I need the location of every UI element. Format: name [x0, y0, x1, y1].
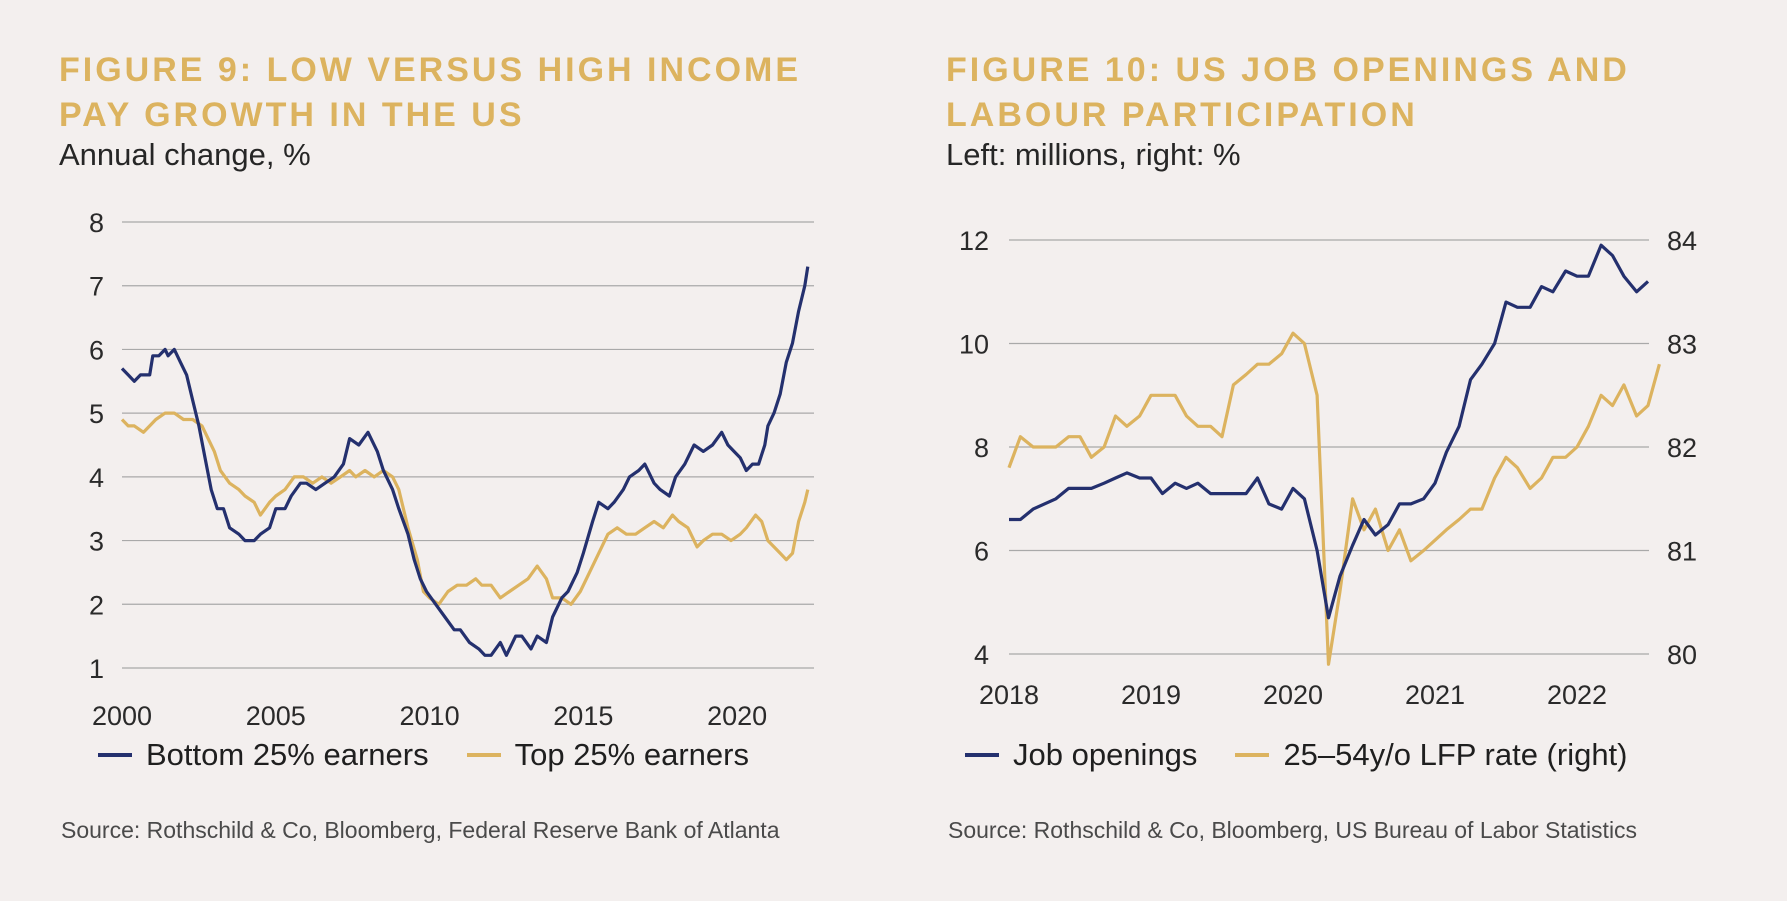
x-tick-label: 2005: [246, 701, 306, 731]
y-tick-label: 3: [89, 527, 104, 557]
x-tick-label: 2022: [1547, 680, 1607, 710]
x-tick-label: 2020: [707, 701, 767, 731]
y-tick-label-right: 81: [1667, 537, 1697, 567]
figure-9-panel: FIGURE 9: LOW VERSUS HIGH INCOME PAY GRO…: [0, 0, 870, 901]
y-tick-label: 1: [89, 654, 104, 684]
legend-label-job-openings: Job openings: [1013, 737, 1198, 772]
legend-item-job-openings: Job openings: [965, 737, 1197, 773]
figure-9-legend: Bottom 25% earners Top 25% earners: [98, 737, 787, 773]
y-tick-label-left: 12: [959, 226, 989, 256]
x-tick-label: 2010: [400, 701, 460, 731]
figure-10-legend: Job openings 25–54y/o LFP rate (right): [965, 737, 1666, 773]
y-tick-label-right: 82: [1667, 433, 1697, 463]
y-tick-label-right: 84: [1667, 226, 1697, 256]
x-tick-label: 2019: [1121, 680, 1181, 710]
figure-10-source: Source: Rothschild & Co, Bloomberg, US B…: [948, 817, 1638, 843]
y-tick-label-right: 83: [1667, 330, 1697, 360]
legend-swatch-navy: [965, 753, 999, 757]
x-tick-label: 2000: [92, 701, 152, 731]
y-tick-label-left: 10: [959, 330, 989, 360]
y-tick-label: 6: [89, 335, 104, 365]
y-tick-label: 4: [89, 463, 104, 493]
series-line-bottom-25: [120, 266, 810, 657]
legend-label-top-25: Top 25% earners: [514, 737, 749, 772]
y-tick-label-left: 4: [974, 640, 989, 670]
y-tick-label: 5: [89, 399, 104, 429]
y-tick-label-right: 80: [1667, 640, 1697, 670]
legend-item-top-25: Top 25% earners: [466, 737, 749, 773]
legend-swatch-navy: [98, 753, 132, 757]
figure-10-chart: 4 6 8 10 12 80 81 82 83 84 2018 2019 2020 2021 2022: [959, 226, 1697, 710]
legend-item-lfp-rate: 25–54y/o LFP rate (right): [1235, 737, 1628, 773]
legend-swatch-gold: [1235, 753, 1270, 757]
y-tick-label: 8: [89, 208, 104, 238]
y-tick-label: 7: [89, 272, 104, 302]
x-tick-label: 2015: [553, 701, 613, 731]
x-tick-label: 2020: [1263, 680, 1323, 710]
series-line-top-25: [120, 411, 810, 606]
figure-10-title: FIGURE 10: US JOB OPENINGS AND LABOUR PA…: [946, 51, 1630, 134]
legend-swatch-gold: [466, 753, 501, 757]
y-tick-label-left: 6: [974, 537, 989, 567]
figure-10-subtitle: Left: millions, right: %: [946, 137, 1241, 172]
series-line-job-openings: [1009, 243, 1650, 620]
figure-9-subtitle: Annual change, %: [59, 137, 311, 172]
legend-label-bottom-25: Bottom 25% earners: [146, 737, 429, 772]
y-tick-label-left: 8: [974, 433, 989, 463]
figure-10-panel: FIGURE 10: US JOB OPENINGS AND LABOUR PA…: [887, 0, 1757, 901]
y-tick-label: 2: [89, 590, 104, 620]
legend-item-bottom-25: Bottom 25% earners: [98, 737, 429, 773]
legend-label-lfp-rate: 25–54y/o LFP rate (right): [1283, 737, 1628, 772]
x-tick-label: 2018: [979, 680, 1039, 710]
series-line-lfp-rate: [1007, 331, 1661, 666]
figure-9-title: FIGURE 9: LOW VERSUS HIGH INCOME PAY GRO…: [59, 51, 802, 134]
x-tick-label: 2021: [1405, 680, 1465, 710]
figure-9-chart: 1 2 3 4 5 6 7 8 2000 2005 2010 2015 2020: [89, 208, 814, 731]
figure-9-source: Source: Rothschild & Co, Bloomberg, Fede…: [61, 817, 780, 843]
